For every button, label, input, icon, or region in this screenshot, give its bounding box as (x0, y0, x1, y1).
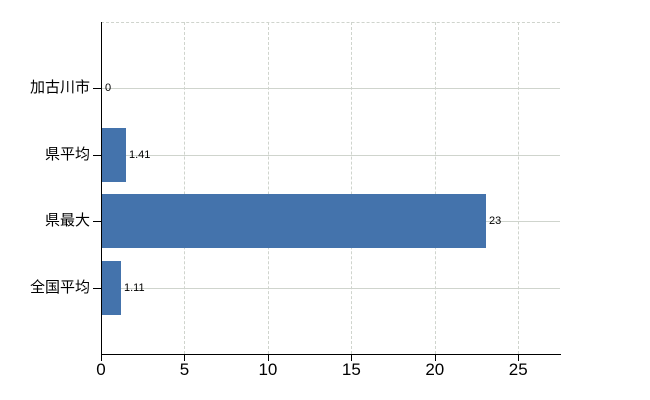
x-tick-mark (184, 355, 186, 361)
x-tick-mark (351, 355, 353, 361)
category-label: 県平均 (44, 146, 90, 163)
category-label: 全国平均 (29, 279, 90, 296)
gridline-vertical (267, 22, 269, 354)
category-tick-mark (93, 88, 101, 89)
x-tick-mark (434, 355, 436, 361)
gridline-horizontal (101, 155, 560, 156)
value-label: 23 (489, 215, 502, 227)
value-label: 0 (105, 82, 112, 94)
gridline-vertical (434, 22, 436, 354)
y-axis (101, 22, 102, 354)
x-tick-label: 20 (425, 360, 445, 379)
x-tick-mark (101, 355, 102, 361)
x-tick-label: 0 (96, 360, 106, 379)
gridline-horizontal (101, 88, 560, 89)
value-label: 1.41 (129, 149, 151, 161)
gridline-horizontal (101, 288, 560, 289)
gridline-vertical (518, 22, 520, 354)
bar (102, 128, 126, 182)
category-label: 県最大 (44, 212, 90, 229)
gridline-vertical (184, 22, 186, 354)
x-tick-label: 15 (341, 360, 361, 379)
x-tick-mark (267, 355, 269, 361)
category-tick-mark (93, 155, 101, 156)
x-tick-label: 10 (258, 360, 278, 379)
bar (102, 261, 121, 315)
x-tick-label: 25 (508, 360, 528, 379)
x-axis (101, 354, 561, 355)
category-label: 加古川市 (29, 79, 90, 96)
category-tick-mark (93, 221, 101, 222)
x-tick-mark (518, 355, 520, 361)
bar (102, 194, 486, 248)
category-tick-mark (93, 288, 101, 289)
plot-top-border (101, 22, 560, 23)
value-label: 1.11 (124, 282, 145, 294)
x-tick-label: 5 (179, 360, 190, 379)
gridline-vertical (351, 22, 353, 354)
